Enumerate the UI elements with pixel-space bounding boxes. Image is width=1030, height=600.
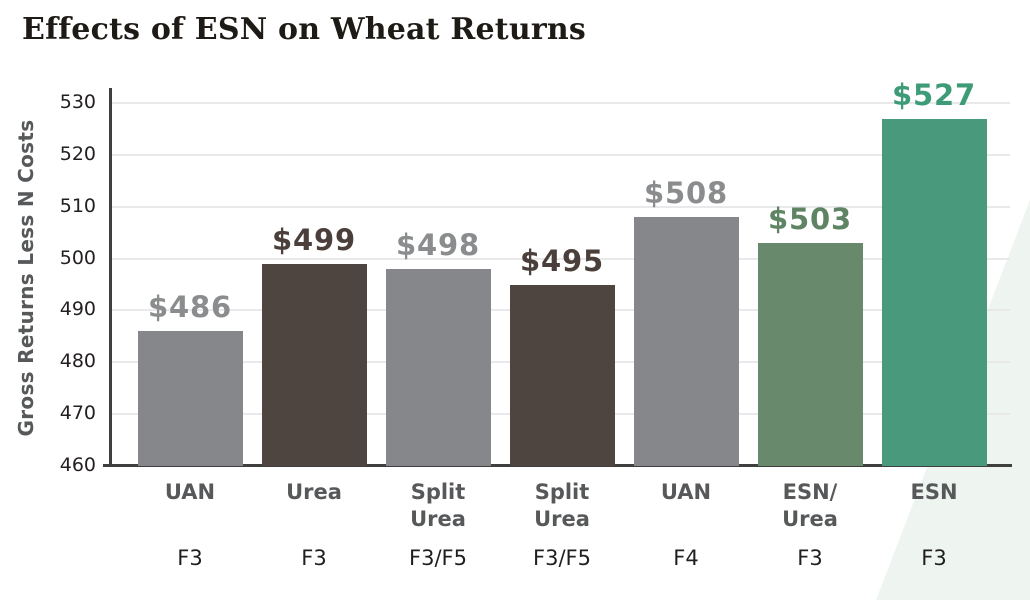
y-tick-label: 460: [59, 454, 96, 476]
bar-value-label: $527: [892, 77, 976, 112]
bar: [261, 263, 367, 466]
x-axis-category-label: Urea: [286, 480, 342, 504]
x-axis-timing-label: F3/F5: [533, 546, 591, 570]
y-axis-title: Gross Returns Less N Costs: [14, 119, 38, 437]
gridline: [110, 205, 1010, 208]
gridline: [110, 102, 1010, 104]
x-axis-timing-label: F3/F5: [409, 546, 467, 570]
bar: [881, 118, 987, 466]
x-axis-category-label: ESN: [910, 480, 958, 504]
y-tick-label: 500: [59, 246, 96, 269]
bar-value-label: $498: [396, 227, 480, 262]
y-tick-label: 480: [59, 350, 96, 373]
bar: [385, 268, 491, 466]
y-tick-label: 510: [59, 194, 96, 217]
gridline: [110, 153, 1010, 156]
y-tick-label: 530: [59, 91, 96, 113]
y-tick-label: 470: [59, 402, 96, 425]
chart-title: Effects of ESN on Wheat Returns: [22, 12, 586, 47]
bar-value-label: $503: [768, 202, 852, 236]
x-axis-timing-label: F3: [301, 546, 327, 570]
bar: [633, 217, 739, 466]
x-axis-timing-label: F3: [177, 546, 203, 570]
x-axis-timing-label: F3: [797, 546, 823, 570]
y-tick-label: 490: [59, 298, 96, 321]
gridline: [110, 257, 1010, 260]
x-axis-timing-label: F4: [673, 546, 699, 570]
x-axis-category-label: Split Urea: [410, 480, 466, 531]
bar: [757, 243, 863, 466]
bar: [137, 331, 243, 466]
bar-value-label: $486: [148, 290, 232, 325]
bar-value-label: $508: [644, 176, 728, 211]
x-axis-timing-label: F3: [921, 546, 947, 570]
x-axis-category-label: ESN/ Urea: [782, 480, 838, 531]
x-axis-category-label: UAN: [164, 480, 216, 504]
y-tick-label: 520: [59, 142, 96, 165]
y-axis-line: [109, 88, 112, 467]
bar: [509, 284, 615, 466]
x-axis-category-label: UAN: [660, 480, 712, 504]
bar-value-label: $495: [520, 243, 604, 278]
bar-value-label: $499: [272, 222, 356, 257]
x-axis-category-label: Split Urea: [534, 480, 590, 531]
